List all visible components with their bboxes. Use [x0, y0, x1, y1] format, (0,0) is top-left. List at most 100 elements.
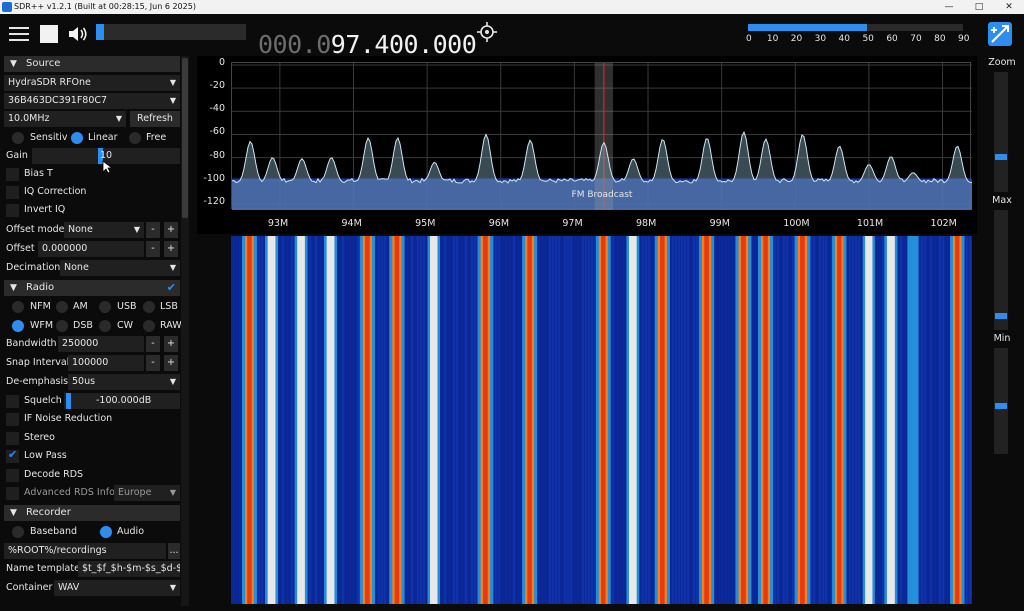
advanced-rds-checkbox[interactable]: [6, 487, 19, 500]
waterfall-station-core: [628, 236, 637, 604]
recorder-section-header[interactable]: ▼ Recorder: [4, 505, 180, 521]
fft-y-tick-label: -20: [209, 80, 225, 92]
offset-minus-button[interactable]: -: [146, 241, 160, 257]
browse-button[interactable]: ...: [168, 543, 180, 559]
frequency-display[interactable]: 000.097.400.000: [258, 30, 477, 59]
crosshair-icon[interactable]: [474, 20, 500, 44]
mode-nfm-radio[interactable]: [12, 301, 24, 313]
radio-section-header[interactable]: ▼ Radio ✔: [4, 280, 180, 296]
waterfall-noise: [552, 236, 554, 604]
mode-dsb-radio[interactable]: [56, 320, 68, 332]
tuning-mode-icon[interactable]: [988, 22, 1012, 46]
waterfall-noise: [696, 236, 698, 604]
fft-spectrum-panel[interactable]: 0 -20 -40 -60 -80 -100 -120 FM Broadcast 93M 94…: [197, 56, 977, 234]
record-audio-label: Audio: [117, 526, 145, 537]
max-slider[interactable]: [994, 210, 1008, 330]
decimation-select[interactable]: None ▼: [60, 260, 180, 276]
mode-usb-radio[interactable]: [99, 301, 111, 313]
waterfall-noise: [279, 236, 281, 604]
offset-mode-plus-button[interactable]: +: [164, 222, 178, 238]
source-section-header[interactable]: ▼ Source: [4, 56, 180, 72]
waterfall-noise: [924, 236, 926, 604]
mode-am-radio[interactable]: [56, 301, 68, 313]
waterfall-noise: [594, 236, 596, 604]
decode-rds-checkbox[interactable]: [6, 469, 19, 482]
waterfall-noise: [624, 236, 626, 604]
waterfall-display[interactable]: [231, 236, 972, 604]
minimize-button[interactable]: —: [944, 2, 954, 12]
collapse-icon: ▼: [10, 508, 17, 518]
waterfall-noise: [546, 236, 548, 604]
mode-raw-radio[interactable]: [143, 320, 155, 332]
bandwidth-input[interactable]: 250000: [58, 336, 144, 352]
speaker-icon[interactable]: [66, 22, 92, 46]
mode-cw-radio[interactable]: [99, 320, 111, 332]
waterfall-noise: [504, 236, 506, 604]
fft-plot-area[interactable]: FM Broadcast: [231, 62, 972, 210]
gain-slider[interactable]: 10: [32, 148, 180, 164]
iq-correction-checkbox[interactable]: [6, 186, 19, 199]
band-plan-label: FM Broadcast: [571, 190, 633, 200]
record-audio-radio[interactable]: [100, 526, 112, 538]
low-pass-checkbox[interactable]: ✔: [6, 448, 19, 463]
waterfall-noise: [447, 236, 449, 604]
stereo-checkbox[interactable]: [6, 432, 19, 445]
offset-mode-select[interactable]: None ▼: [64, 222, 144, 238]
snr-fill: [748, 24, 868, 31]
radio-enabled-check-icon[interactable]: ✔: [166, 281, 176, 294]
waterfall-noise: [813, 236, 815, 604]
source-header-label: Source: [26, 58, 61, 69]
close-button[interactable]: ✕: [1005, 2, 1013, 12]
bandwidth-label: Bandwidth: [6, 338, 57, 349]
bias-t-checkbox[interactable]: [6, 168, 19, 181]
squelch-slider-knob[interactable]: [66, 393, 71, 409]
squelch-checkbox[interactable]: [6, 395, 19, 408]
sidebar-scrollbar[interactable]: [181, 56, 189, 606]
waterfall-noise: [561, 236, 563, 604]
zoom-slider-knob[interactable]: [995, 154, 1007, 161]
if-noise-reduction-checkbox[interactable]: [6, 413, 19, 426]
squelch-slider[interactable]: -100.000dB: [64, 393, 180, 409]
snap-minus-button[interactable]: -: [146, 355, 160, 371]
min-slider-knob[interactable]: [995, 403, 1007, 409]
volume-slider[interactable]: [96, 24, 246, 40]
samplerate-select[interactable]: 10.0MHz ▼: [4, 111, 126, 127]
device-select[interactable]: HydraSDR RFOne ▼: [4, 75, 180, 91]
deemphasis-select[interactable]: 50us ▼: [68, 374, 180, 390]
gain-label: Gain: [6, 150, 28, 161]
container-select[interactable]: WAV ▼: [54, 580, 180, 596]
scrollbar-thumb[interactable]: [182, 58, 188, 218]
offset-mode-minus-button[interactable]: -: [146, 222, 160, 238]
gain-mode-free-radio[interactable]: [129, 132, 141, 144]
hamburger-menu-icon[interactable]: [6, 22, 32, 46]
invert-iq-checkbox[interactable]: [6, 204, 19, 217]
stop-icon[interactable]: [36, 22, 62, 46]
maximize-button[interactable]: □: [974, 2, 984, 12]
min-slider[interactable]: [994, 348, 1008, 454]
refresh-button[interactable]: Refresh: [130, 111, 180, 127]
record-baseband-radio[interactable]: [12, 526, 24, 538]
snap-interval-input[interactable]: 100000: [68, 355, 144, 371]
waterfall-station-core: [267, 236, 276, 604]
name-template-input[interactable]: $t_$f_$h-$m-$s_$d-$M: [78, 561, 180, 577]
mode-lsb-radio[interactable]: [143, 301, 155, 313]
rds-region-select[interactable]: Europe ▼: [114, 485, 180, 501]
serial-select[interactable]: 36B463DC391F80C7 ▼: [4, 93, 180, 109]
offset-plus-button[interactable]: +: [164, 241, 178, 257]
mode-wfm-radio[interactable]: [12, 320, 24, 332]
waterfall-station-peak: [527, 236, 532, 604]
waterfall-noise: [642, 236, 644, 604]
waterfall-station-peak: [763, 236, 768, 604]
waterfall-noise: [549, 236, 551, 604]
offset-input[interactable]: 0.000000: [38, 241, 144, 257]
max-slider-knob[interactable]: [995, 312, 1007, 319]
bandwidth-plus-button[interactable]: +: [164, 336, 178, 352]
bandwidth-minus-button[interactable]: -: [146, 336, 160, 352]
gain-mode-sensitivity-radio[interactable]: [12, 132, 24, 144]
zoom-slider[interactable]: [994, 72, 1008, 192]
recordings-path-input[interactable]: %ROOT%/recordings: [4, 543, 166, 559]
gain-slider-knob[interactable]: [98, 148, 103, 164]
snap-plus-button[interactable]: +: [164, 355, 178, 371]
gain-mode-linear-radio[interactable]: [71, 132, 83, 144]
waterfall-noise: [537, 236, 539, 604]
